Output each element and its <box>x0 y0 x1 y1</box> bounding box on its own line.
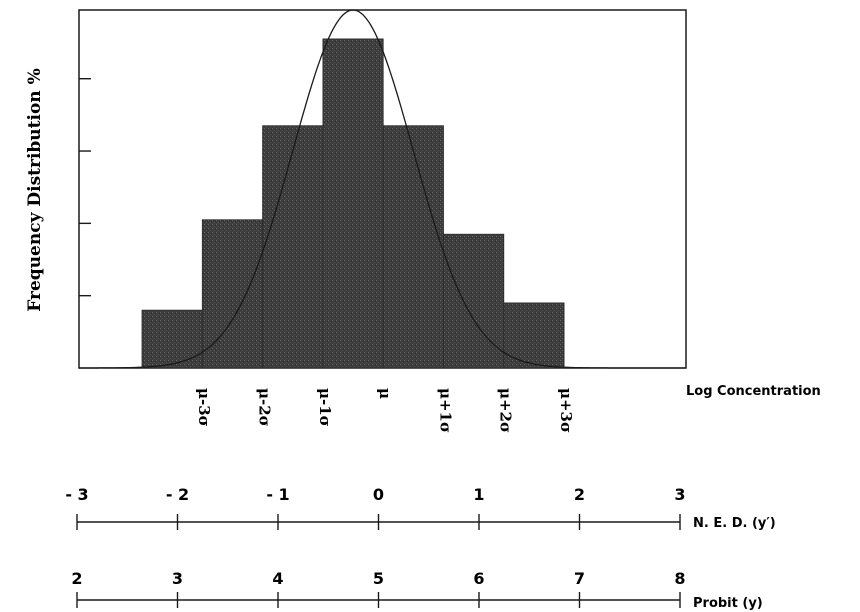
category-label: μ-2σ <box>255 388 273 427</box>
bar-1 <box>141 309 203 369</box>
scale-tick-label: 2 <box>574 485 585 504</box>
scale-tick-label: 2 <box>71 569 82 588</box>
bar-3 <box>262 125 324 369</box>
histogram-bars <box>141 38 565 369</box>
bar-6 <box>443 233 505 369</box>
ned-scale: - 3 - 2 - 1 0 1 2 3 N. E. D. (y′) <box>65 485 775 531</box>
bar-7 <box>503 302 565 369</box>
scale-tick-label: - 3 <box>65 485 88 504</box>
category-label: μ <box>376 388 394 399</box>
probit-scale: 2 3 4 5 6 7 8 Probit (y) <box>71 569 762 611</box>
y-axis-label: Frequency Distribution % <box>25 68 45 311</box>
category-label: μ-1σ <box>316 388 334 427</box>
category-label: μ+2σ <box>497 388 515 433</box>
bar-4 <box>322 38 384 369</box>
scale-tick-label: 0 <box>373 485 384 504</box>
scale-name: N. E. D. (y′) <box>693 516 776 531</box>
scale-name: Probit (y) <box>693 596 763 611</box>
scale-tick-label: 4 <box>272 569 283 588</box>
bar-2 <box>201 219 264 369</box>
scale-tick-label: 3 <box>172 569 183 588</box>
y-axis-ticks <box>79 78 91 297</box>
bar-5 <box>382 125 444 369</box>
scale-tick-label: 1 <box>473 485 484 504</box>
category-label: μ+1σ <box>436 388 454 433</box>
category-label: μ+3σ <box>557 388 575 433</box>
scale-tick-label: 7 <box>574 569 585 588</box>
scale-tick-label: 6 <box>473 569 484 588</box>
scale-tick-label: 3 <box>674 485 685 504</box>
x-axis-label: Log Concentration <box>686 384 821 399</box>
scale-tick-label: - 1 <box>266 485 289 504</box>
category-labels: μ-3σ μ-2σ μ-1σ μ μ+1σ μ+2σ μ+3σ <box>195 388 575 433</box>
scale-tick-label: - 2 <box>166 485 189 504</box>
scale-tick-label: 8 <box>674 569 685 588</box>
normal-curve <box>79 9 685 369</box>
scale-tick-label: 5 <box>373 569 384 588</box>
category-label: μ-3σ <box>195 388 213 427</box>
